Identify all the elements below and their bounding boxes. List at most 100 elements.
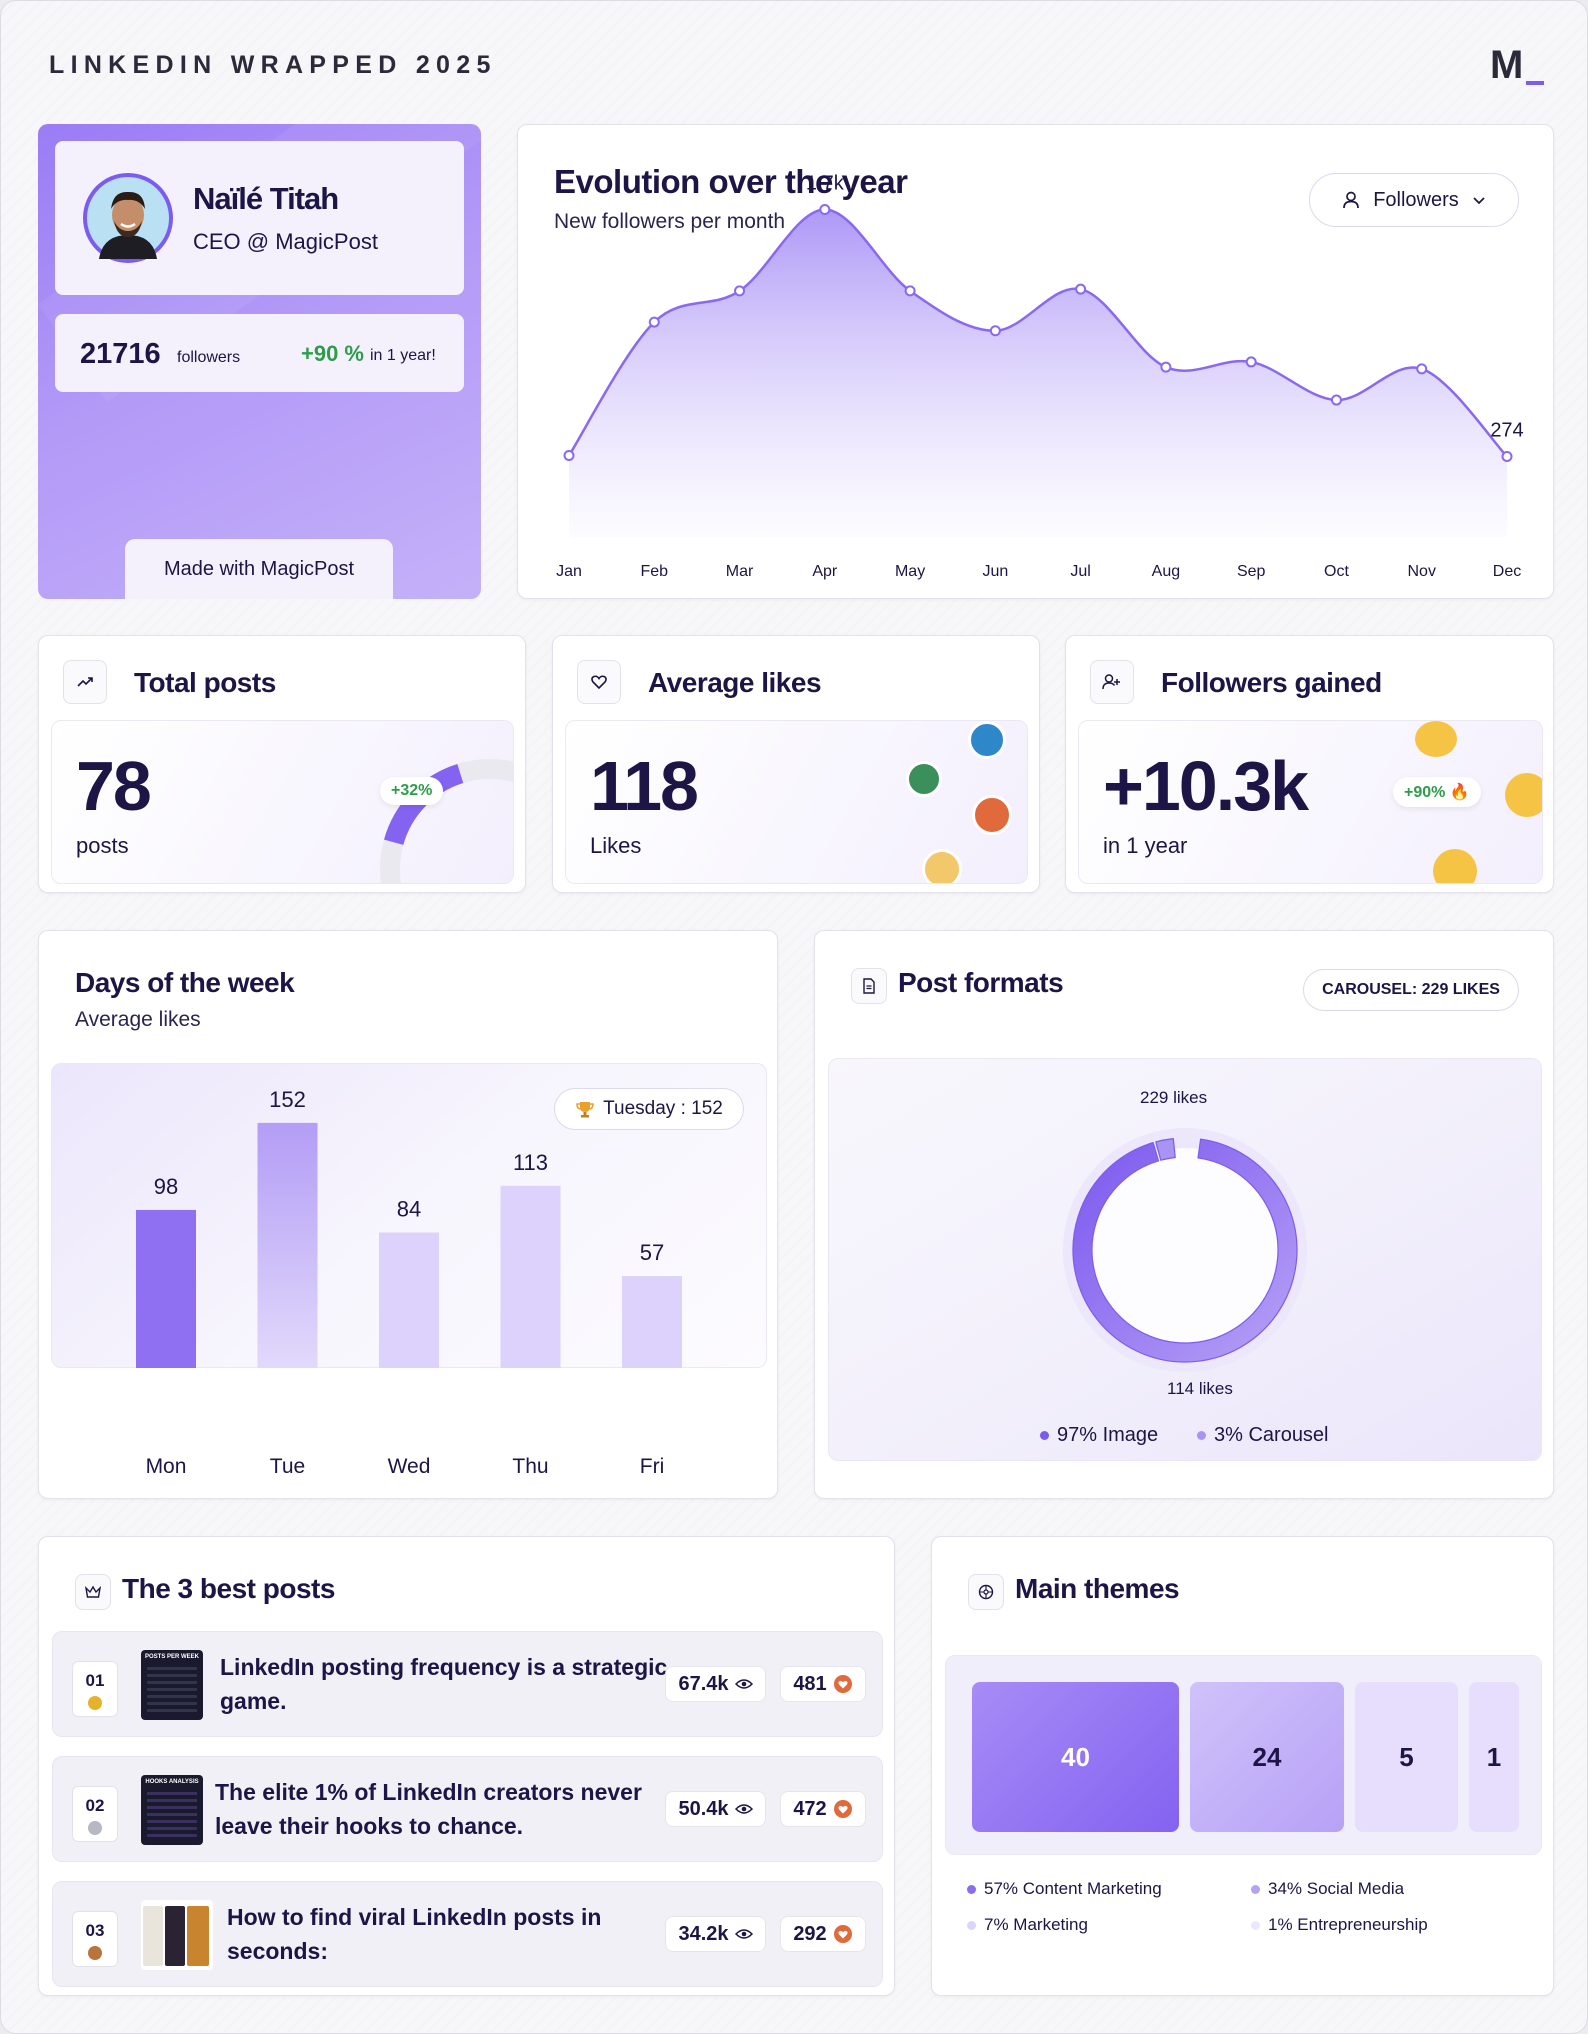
theme-tile-value: 40 [1061, 1741, 1090, 1772]
best-post-row[interactable]: 02 HOOKS ANALYSIS The elite 1% of Linked… [52, 1756, 883, 1862]
profile-role: CEO @ MagicPost [193, 229, 378, 254]
theme-tile-content-marketing[interactable]: 40 [972, 1682, 1179, 1832]
avatar [83, 173, 173, 263]
rank-badge: 02 [72, 1786, 118, 1842]
love-reaction-icon [833, 1925, 852, 1943]
themes-legend-0: 57% Content Marketing [967, 1879, 1162, 1899]
followers-point [1416, 363, 1428, 375]
post-thumbnail [141, 1900, 213, 1970]
rank-number: 03 [85, 1921, 105, 1940]
theme-tile-value: 5 [1399, 1741, 1414, 1772]
themes-legend-2-label: 7% Marketing [984, 1915, 1088, 1934]
insight-reaction-icon [922, 849, 962, 883]
formats-legend-0-label: 97% Image [1057, 1424, 1159, 1446]
average-likes-panel: 118 Likes [565, 720, 1028, 884]
profile-card: Naïlé Titah CEO @ MagicPost 21716 follow… [38, 124, 481, 599]
followers-gained-unit: in 1 year [1103, 833, 1188, 858]
bar-value-label: 152 [269, 1087, 306, 1112]
best-posts-title: The 3 best posts [122, 1573, 335, 1604]
avatar-photo [87, 177, 169, 259]
profile-identity: Naïlé Titah CEO @ MagicPost [55, 141, 464, 295]
best-post-row[interactable]: 03 How to find viral LinkedIn posts in s… [52, 1881, 883, 1987]
total-posts-panel: 78 posts +32% [51, 720, 514, 884]
followers-gained-badge: +90% 🔥 [1393, 777, 1481, 807]
made-with-badge[interactable]: Made with MagicPost [125, 539, 393, 599]
formats-legend-0: 97% Image [1040, 1424, 1158, 1447]
best-posts-card: The 3 best posts 01 POSTS PER WEEK Linke… [38, 1536, 895, 1996]
eye-icon [734, 1679, 753, 1689]
post-thumbnail: POSTS PER WEEK [141, 1650, 203, 1720]
donut-bottom-label: 114 likes [1167, 1379, 1233, 1398]
donut-hole-bg [1083, 1148, 1287, 1352]
posts-gauge [380, 759, 513, 883]
palette-icon [968, 1574, 1004, 1610]
rank-number: 01 [85, 1671, 105, 1690]
page-title: LINKEDIN WRAPPED 2025 [49, 51, 497, 79]
bar-value-label: 113 [513, 1150, 548, 1175]
love-reaction-icon [972, 795, 1012, 835]
themes-legend-3-label: 1% Entrepreneurship [1268, 1915, 1428, 1934]
day-bar [500, 1185, 561, 1368]
crown-icon [75, 1574, 111, 1610]
days-title: Days of the week [75, 967, 295, 998]
formats-card: Post formats CAROUSEL: 229 LIKES 229 lik… [814, 930, 1554, 1499]
donut-slice-image [1072, 1138, 1298, 1363]
clap-reaction-icon [906, 761, 942, 797]
followers-gained-title: Followers gained [1161, 667, 1382, 698]
growth-value: +90 % [301, 341, 364, 366]
post-title-line-1: The elite 1% of LinkedIn creators never [215, 1779, 642, 1805]
evolution-chart: Jan Feb Mar Apr May Jun Jul Aug Sep Oct Nov Dec 1.7k… [556, 172, 1524, 580]
followers-point [989, 325, 1001, 337]
views-stat: 34.2k [665, 1916, 766, 1952]
total-posts-badge: +32% [380, 777, 444, 805]
followers-point [819, 203, 831, 215]
days-card: Days of the week Average likes Tuesday :… [38, 930, 778, 1499]
theme-tile-value: 24 [1252, 1741, 1282, 1772]
best-post-row[interactable]: 01 POSTS PER WEEK LinkedIn posting frequ… [52, 1631, 883, 1737]
document-icon [851, 968, 887, 1004]
day-category-label: Mon [146, 1455, 187, 1478]
x-tick-label: Nov [1408, 563, 1436, 580]
metric-dropdown[interactable]: Followers [1309, 173, 1519, 227]
eye-icon [734, 1804, 753, 1814]
thumb-caption: HOOKS ANALYSIS [145, 1779, 199, 1785]
post-title-line-2: seconds: [227, 1938, 328, 1964]
silver-medal-icon [88, 1821, 102, 1835]
likes-count: 481 [793, 1672, 827, 1695]
followers-point [563, 449, 575, 461]
x-tick-label: Dec [1493, 563, 1521, 580]
followers-point [1245, 356, 1257, 368]
profile-name: Naïlé Titah [193, 181, 339, 216]
followers-gained-panel: +10.3k in 1 year +90% 🔥 [1078, 720, 1543, 884]
theme-tile-entrepreneurship[interactable]: 1 [1469, 1682, 1519, 1832]
dropdown-label: Followers [1373, 188, 1459, 211]
views-count: 34.2k [678, 1922, 729, 1945]
days-subtitle: Average likes [75, 1008, 201, 1031]
likes-stat: 472 [780, 1791, 866, 1827]
magicpost-logo: M [1490, 43, 1546, 87]
average-likes-card: Average likes 118 Likes [552, 635, 1040, 893]
best-day-badge: Tuesday : 152 [554, 1088, 744, 1130]
views-stat: 67.4k [665, 1666, 766, 1702]
content-marketing-dot [967, 1884, 976, 1894]
marketing-dot [967, 1920, 976, 1930]
post-title-line-2: game. [220, 1688, 287, 1714]
bar-value-label: 84 [397, 1197, 421, 1222]
gauge-track [380, 759, 513, 883]
image-legend-dot [1040, 1431, 1049, 1440]
followers-label: followers [177, 349, 241, 366]
average-likes-value: 118 [590, 747, 699, 825]
followers-summary: 21716 followers +90 % in 1 year! [55, 314, 464, 392]
themes-legend-0-label: 57% Content Marketing [984, 1879, 1162, 1898]
theme-tile-social-media[interactable]: 24 [1190, 1682, 1344, 1832]
formats-top-badge: CAROUSEL: 229 LIKES [1303, 969, 1519, 1011]
evolution-subtitle: New followers per month [554, 210, 786, 233]
followers-area [569, 209, 1507, 537]
theme-tile-marketing[interactable]: 5 [1355, 1682, 1458, 1832]
love-reaction-icon [833, 1675, 852, 1693]
user-icon [1343, 191, 1360, 209]
evolution-card: Evolution over the year New followers pe… [517, 124, 1554, 599]
trophy-icon [576, 1102, 594, 1118]
formats-legend-1-label: 3% Carousel [1214, 1424, 1329, 1446]
followers-point [1501, 451, 1513, 463]
